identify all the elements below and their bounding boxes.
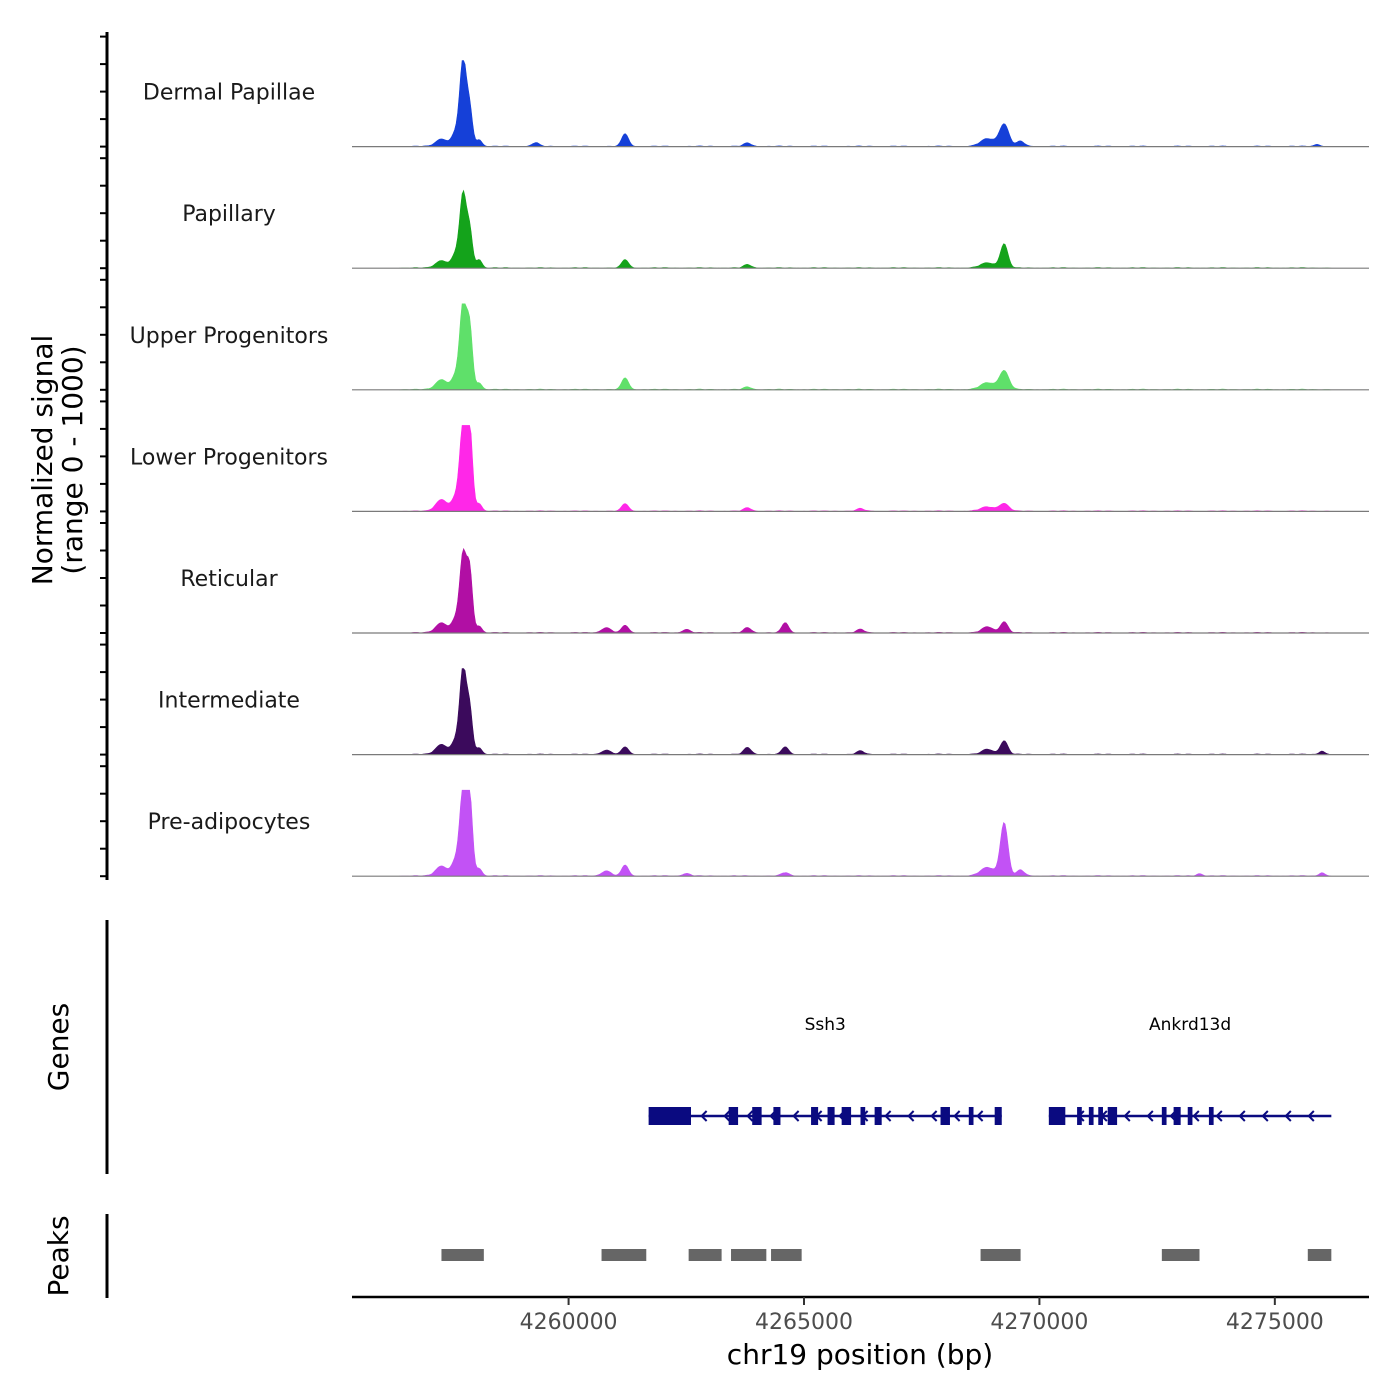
peak-region <box>441 1249 484 1261</box>
coverage-y-axis <box>100 32 109 880</box>
y-axis-title-range: (range 0 - 1000) <box>56 345 89 574</box>
strand-arrow <box>1238 1110 1246 1122</box>
peak-region <box>688 1249 722 1261</box>
track-label: Dermal Papillae <box>143 81 315 106</box>
strand-arrow <box>1192 1110 1200 1122</box>
gene-exon <box>841 1107 852 1125</box>
strand-arrow <box>1123 1110 1131 1122</box>
strand-arrow <box>930 1110 938 1122</box>
track-label: Upper Progenitors <box>130 324 329 349</box>
strand-arrow <box>907 1110 915 1122</box>
strand-arrow <box>1215 1110 1223 1122</box>
peak-region <box>731 1249 767 1261</box>
coverage-area <box>399 303 1332 391</box>
gene-exon <box>1048 1107 1066 1125</box>
peak-region <box>1307 1249 1332 1261</box>
track-intermediate: Intermediate <box>158 668 1369 756</box>
gene-exon <box>874 1107 882 1125</box>
gene-exon <box>648 1107 691 1125</box>
peak-region <box>601 1249 647 1261</box>
peaks-track-label: Peaks <box>42 1215 75 1296</box>
coverage-tracks: Dermal Papillae Papillary Upper Progenitor… <box>130 60 1369 877</box>
strand-arrow <box>1261 1110 1269 1122</box>
strand-arrow <box>746 1110 754 1122</box>
coverage-area <box>399 547 1332 634</box>
track-label: Papillary <box>182 202 276 227</box>
strand-arrow <box>884 1110 892 1122</box>
y-axis-title: Normalized signal <box>26 335 59 586</box>
coverage-area <box>399 60 1332 147</box>
track-label: Lower Progenitors <box>130 445 328 470</box>
gene-exon <box>994 1107 1002 1125</box>
track-lower-progenitors: Lower Progenitors <box>130 425 1369 512</box>
strand-arrow <box>1284 1110 1292 1122</box>
strand-arrow <box>700 1110 708 1122</box>
track-pre-adipocytes: Pre-adipocytes <box>148 789 1369 877</box>
track-label: Pre-adipocytes <box>148 810 311 835</box>
gene-exon <box>1088 1107 1094 1125</box>
coverage-area <box>399 189 1332 269</box>
gene-exon <box>968 1107 974 1125</box>
gene-exon <box>1208 1107 1214 1125</box>
x-axis-title: chr19 position (bp) <box>727 1338 993 1371</box>
strand-arrow <box>976 1110 984 1122</box>
gene-annotations: Ssh3 Ankrd13d <box>648 1015 1332 1125</box>
strand-arrow <box>1307 1110 1315 1122</box>
track-upper-progenitors: Upper Progenitors <box>130 303 1369 391</box>
coverage-area <box>399 789 1332 877</box>
gene-exon <box>811 1107 819 1125</box>
gene-exon <box>1077 1107 1082 1125</box>
strand-arrow <box>792 1110 800 1122</box>
gene-exon <box>1173 1107 1181 1125</box>
gene-name: Ssh3 <box>805 1015 846 1035</box>
peak-region <box>771 1249 802 1261</box>
genes-track-label: Genes <box>42 1003 75 1091</box>
gene-exon <box>773 1107 781 1125</box>
gene-ssh3: Ssh3 <box>648 1015 1002 1125</box>
strand-arrow <box>953 1110 961 1122</box>
track-reticular: Reticular <box>180 547 1369 634</box>
track-label: Reticular <box>180 567 278 592</box>
gene-exon <box>940 1107 950 1125</box>
gene-exon <box>1161 1107 1167 1125</box>
x-tick-label: 4275000 <box>1226 1310 1324 1335</box>
gene-name: Ankrd13d <box>1149 1015 1231 1035</box>
strand-arrow <box>1146 1110 1154 1122</box>
x-tick-label: 4270000 <box>990 1310 1088 1335</box>
gene-exon <box>1098 1107 1103 1125</box>
peak-region <box>980 1249 1021 1261</box>
track-label: Intermediate <box>158 689 300 714</box>
x-tick-label: 4260000 <box>520 1310 618 1335</box>
gene-exon <box>752 1107 762 1125</box>
peak-region <box>1161 1249 1200 1261</box>
coverage-area <box>399 425 1332 512</box>
x-tick-label: 4265000 <box>755 1310 853 1335</box>
track-papillary: Papillary <box>182 189 1369 269</box>
gene-exon <box>827 1107 835 1125</box>
gene-ankrd13d: Ankrd13d <box>1048 1015 1332 1125</box>
gene-exon <box>728 1107 739 1125</box>
gene-exon <box>860 1107 866 1125</box>
peak-regions <box>441 1249 1332 1261</box>
coverage-area <box>399 668 1332 755</box>
gene-exon <box>1187 1107 1193 1125</box>
x-axis-ticks: 4260000 4265000 4270000 4275000 <box>520 1297 1324 1335</box>
strand-arrow <box>723 1110 731 1122</box>
track-dermal-papillae: Dermal Papillae <box>143 60 1369 148</box>
gene-exon <box>1107 1107 1118 1125</box>
